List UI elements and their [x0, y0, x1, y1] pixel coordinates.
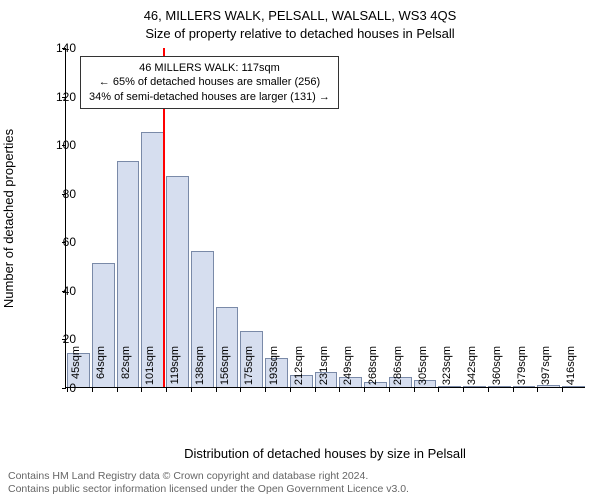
xtick-mark [315, 388, 316, 392]
xtick-mark [166, 388, 167, 392]
xtick-label: 342sqm [466, 346, 478, 396]
xtick-label: 286sqm [392, 346, 404, 396]
ytick-label: 100 [36, 138, 76, 152]
xtick-mark [216, 388, 217, 392]
xtick-label: 416sqm [565, 346, 577, 396]
xtick-label: 101sqm [144, 346, 156, 396]
xtick-mark [92, 388, 93, 392]
footer-line2: Contains public sector information licen… [8, 483, 409, 496]
ytick-label: 40 [36, 284, 76, 298]
xtick-label: 305sqm [417, 346, 429, 396]
xtick-mark [290, 388, 291, 392]
xtick-label: 45sqm [70, 346, 82, 396]
xtick-mark [513, 388, 514, 392]
xtick-mark [562, 388, 563, 392]
annotation-line2: ← 65% of detached houses are smaller (25… [89, 75, 330, 89]
annotation-line3: 34% of semi-detached houses are larger (… [89, 90, 330, 104]
xtick-mark [389, 388, 390, 392]
xtick-label: 360sqm [491, 346, 503, 396]
ytick-label: 120 [36, 90, 76, 104]
ytick-label: 140 [36, 41, 76, 55]
xtick-label: 323sqm [441, 346, 453, 396]
xtick-mark [488, 388, 489, 392]
xtick-mark [463, 388, 464, 392]
x-axis-label: Distribution of detached houses by size … [65, 446, 585, 461]
xtick-label: 119sqm [169, 346, 181, 396]
xtick-mark [364, 388, 365, 392]
ytick-label: 60 [36, 235, 76, 249]
xtick-mark [265, 388, 266, 392]
xtick-label: 231sqm [318, 346, 330, 396]
xtick-label: 379sqm [516, 346, 528, 396]
y-axis-label: Number of detached properties [0, 48, 18, 388]
chart-title-subtitle: Size of property relative to detached ho… [0, 26, 600, 41]
annotation-line1: 46 MILLERS WALK: 117sqm [89, 61, 330, 75]
chart-title-address: 46, MILLERS WALK, PELSALL, WALSALL, WS3 … [0, 8, 600, 23]
xtick-label: 249sqm [342, 346, 354, 396]
xtick-label: 138sqm [194, 346, 206, 396]
xtick-label: 82sqm [120, 346, 132, 396]
plot-area: 46 MILLERS WALK: 117sqm ← 65% of detache… [65, 48, 585, 388]
xtick-mark [191, 388, 192, 392]
xtick-label: 268sqm [367, 346, 379, 396]
xtick-label: 64sqm [95, 346, 107, 396]
xtick-mark [438, 388, 439, 392]
xtick-label: 212sqm [293, 346, 305, 396]
xtick-mark [414, 388, 415, 392]
xtick-label: 193sqm [268, 346, 280, 396]
xtick-label: 175sqm [243, 346, 255, 396]
xtick-mark [117, 388, 118, 392]
footer-attribution: Contains HM Land Registry data © Crown c… [8, 470, 409, 496]
annotation-box: 46 MILLERS WALK: 117sqm ← 65% of detache… [80, 56, 339, 109]
ytick-label: 20 [36, 332, 76, 346]
xtick-mark [141, 388, 142, 392]
xtick-label: 156sqm [219, 346, 231, 396]
xtick-mark [537, 388, 538, 392]
xtick-label: 397sqm [540, 346, 552, 396]
ytick-label: 80 [36, 187, 76, 201]
xtick-mark [240, 388, 241, 392]
xtick-mark [339, 388, 340, 392]
footer-line1: Contains HM Land Registry data © Crown c… [8, 470, 409, 483]
chart-container: { "title_line1": "46, MILLERS WALK, PELS… [0, 0, 600, 500]
